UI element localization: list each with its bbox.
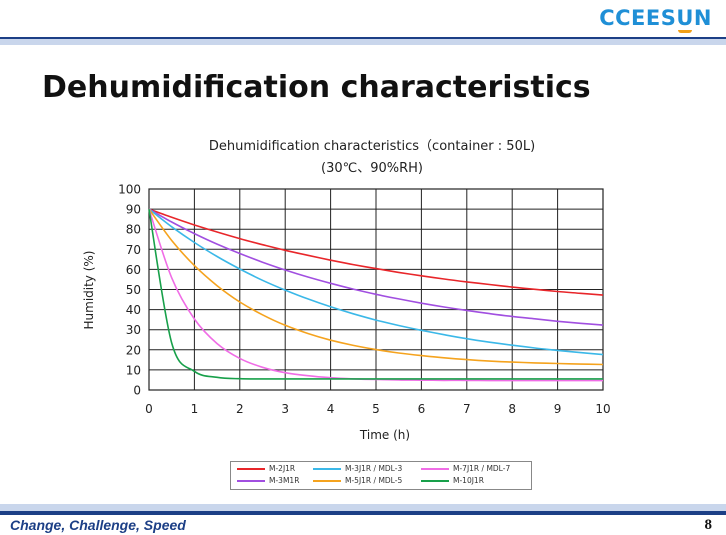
x-tick-label: 5 (372, 402, 380, 416)
legend-item: M-7J1R / MDL-7 (421, 464, 510, 473)
y-tick-label: 100 (118, 183, 141, 197)
y-tick-label: 90 (126, 203, 141, 217)
x-tick-label: 6 (418, 402, 426, 416)
y-tick-label: 80 (126, 223, 141, 237)
series-line-m-2j1r (148, 208, 604, 296)
page-number: 8 (704, 517, 713, 533)
chart-title: Dehumidification characteristics（contain… (209, 139, 535, 154)
legend-swatch (421, 479, 449, 482)
series-line-m-3j1r-mdl-3 (148, 208, 604, 356)
x-tick-label: 8 (508, 402, 516, 416)
legend-item: M-5J1R / MDL-5 (313, 476, 402, 485)
legend-label: M-7J1R / MDL-7 (453, 464, 511, 473)
legend-swatch (421, 467, 449, 470)
series-line-m-10j1r (148, 208, 603, 380)
x-tick-label: 0 (145, 402, 153, 416)
legend-swatch (313, 467, 341, 470)
chart-legend: M-2J1R M-3J1R / MDL-3 M-7J1R / MDL-7 M-3M1R… (230, 461, 532, 490)
legend-item: M-3J1R / MDL-3 (313, 464, 402, 473)
legend-label: M-3M1R (269, 476, 300, 485)
y-tick-label: 50 (126, 283, 141, 297)
legend-swatch (237, 467, 265, 470)
x-tick-label: 7 (463, 402, 471, 416)
y-tick-label: 0 (133, 384, 141, 398)
footer-bar (0, 504, 726, 515)
series-line-m-5j1r-mdl-5 (148, 208, 604, 366)
footer-tagline: Change, Challenge, Speed (10, 517, 186, 533)
y-tick-label: 70 (126, 243, 141, 257)
y-tick-label: 40 (126, 303, 141, 317)
x-tick-label: 1 (191, 402, 199, 416)
legend-label: M-10J1R (453, 476, 484, 485)
legend-item: M-2J1R (237, 464, 295, 473)
y-tick-label: 60 (126, 263, 141, 277)
header-bar (0, 37, 726, 45)
x-tick-label: 2 (236, 402, 244, 416)
y-axis-label: Humidity (%) (82, 251, 96, 330)
x-tick-label: 10 (595, 402, 610, 416)
x-tick-label: 9 (554, 402, 562, 416)
y-tick-label: 30 (126, 323, 141, 337)
slide-title: Dehumidification characteristics (42, 70, 591, 105)
x-tick-label: 4 (327, 402, 335, 416)
series-line-m-3m1r (148, 208, 604, 326)
chart-subtitle: (30℃、90%RH) (321, 161, 423, 176)
legend-item: M-10J1R (421, 476, 484, 485)
legend-swatch (313, 479, 341, 482)
legend-label: M-5J1R / MDL-5 (345, 476, 403, 485)
brand-logo: CCEESUN (599, 6, 712, 30)
legend-swatch (237, 479, 265, 482)
legend-label: M-2J1R (269, 464, 296, 473)
x-axis-label: Time (h) (359, 428, 410, 442)
y-tick-label: 10 (126, 363, 141, 377)
x-tick-label: 3 (281, 402, 289, 416)
legend-label: M-3J1R / MDL-3 (345, 464, 403, 473)
y-tick-label: 20 (126, 343, 141, 357)
legend-item: M-3M1R (237, 476, 299, 485)
